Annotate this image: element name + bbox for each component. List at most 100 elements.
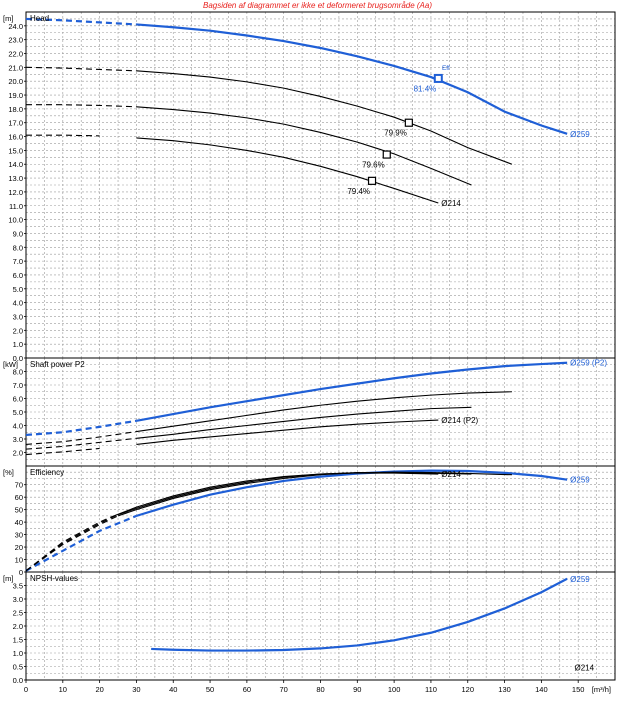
curve-dashed — [25, 17, 137, 26]
panel-title: Efficiency — [30, 468, 64, 477]
panel-title: Head — [30, 14, 49, 23]
y-tick-label: 15.0 — [8, 146, 23, 155]
y-tick-label: 1.0 — [13, 649, 23, 658]
y-tick-label: 14.0 — [8, 160, 23, 169]
curve-dashed — [25, 514, 137, 572]
y-tick-label: 0.0 — [13, 676, 23, 685]
series-label: Ø259 — [570, 476, 590, 485]
series-label: Ø214 — [441, 199, 461, 208]
curve-dashed — [25, 437, 137, 450]
panel-title: NPSH-values — [30, 574, 78, 583]
series-label: Ø259 — [570, 130, 590, 139]
y-tick-label: 9.0 — [13, 229, 23, 238]
curve-line — [110, 472, 439, 518]
x-tick-label: 30 — [132, 685, 140, 694]
y-tick-label: 2.0 — [13, 622, 23, 631]
x-axis-unit: [m³/h] — [592, 685, 611, 694]
x-tick-label: 10 — [59, 685, 67, 694]
y-tick-label: 40 — [15, 518, 23, 527]
curve-line — [136, 361, 568, 422]
curve-dashed — [26, 104, 137, 108]
grid-layer — [24, 11, 616, 683]
x-tick-label: 110 — [425, 685, 437, 694]
y-tick-label: 10.0 — [8, 216, 23, 225]
y-axis-unit: [kW] — [3, 360, 18, 369]
curve-line — [117, 471, 512, 517]
duty-point-marker — [433, 73, 443, 83]
y-axis-unit: [m] — [3, 574, 13, 583]
y-tick-label: 30 — [15, 531, 23, 540]
duty-point-label: 79.4% — [347, 187, 370, 196]
duty-point-marker — [367, 176, 377, 185]
y-tick-label: 3.0 — [13, 435, 23, 444]
y-tick-label: 7.0 — [13, 257, 23, 266]
y-tick-label: 22.0 — [8, 50, 23, 59]
x-tick-label: 80 — [316, 685, 324, 694]
x-tick-label: 50 — [206, 685, 214, 694]
curve-line — [136, 106, 472, 186]
y-tick-label: 10 — [15, 556, 23, 565]
curve-dashed — [25, 66, 137, 72]
x-tick-label: 130 — [498, 685, 511, 694]
y-tick-label: 8.0 — [13, 368, 23, 377]
y-tick-label: 0.0 — [13, 354, 23, 363]
y-tick-label: 24.0 — [8, 22, 23, 31]
x-tick-label: 70 — [280, 685, 288, 694]
duty-point-label: 79.9% — [384, 129, 407, 138]
curve-dashed — [25, 516, 111, 572]
y-tick-label: 7.0 — [13, 381, 23, 390]
y-tick-label: 0 — [19, 568, 23, 577]
warning-text: Bagsiden af diagrammet er ikke et deform… — [203, 1, 432, 10]
y-tick-label: 2.0 — [13, 449, 23, 458]
series-label: Ø259 (P2) — [570, 359, 607, 368]
y-tick-label: 13.0 — [8, 174, 23, 183]
curves-layer — [25, 17, 568, 652]
y-tick-label: 0.5 — [13, 663, 23, 672]
curve-dashed — [25, 447, 100, 456]
curve-line — [117, 472, 472, 516]
x-tick-label: 60 — [243, 685, 251, 694]
annotation-label: Eff — [442, 65, 450, 72]
y-tick-label: 1.5 — [13, 636, 23, 645]
y-tick-label: 2.0 — [13, 326, 23, 335]
y-tick-label: 3.0 — [13, 312, 23, 321]
y-tick-label: 18.0 — [8, 105, 23, 114]
x-tick-label: 0 — [24, 685, 28, 694]
x-tick-label: 140 — [535, 685, 548, 694]
curve-dashed — [25, 419, 137, 437]
y-tick-label: 12.0 — [8, 188, 23, 197]
y-tick-label: 4.0 — [13, 422, 23, 431]
duty-point-marker — [382, 150, 391, 159]
y-tick-label: 20.0 — [8, 77, 23, 86]
curve-dashed — [25, 515, 119, 572]
panel-title: Shaft power P2 — [30, 360, 85, 369]
y-tick-label: 2.5 — [13, 609, 23, 618]
y-tick-label: 17.0 — [8, 119, 23, 128]
duty-point-label: 79.6% — [362, 161, 385, 170]
y-tick-label: 16.0 — [8, 133, 23, 142]
y-tick-label: 3.5 — [13, 582, 23, 591]
y-axis-unit: [%] — [3, 468, 14, 477]
y-tick-label: 1.0 — [13, 340, 23, 349]
x-tick-label: 120 — [461, 685, 474, 694]
curve-dashed — [25, 431, 137, 445]
curve-line — [136, 419, 439, 445]
curve-line — [136, 70, 513, 165]
y-tick-label: 21.0 — [8, 63, 23, 72]
y-tick-label: 8.0 — [13, 243, 23, 252]
series-label: Ø214 (P2) — [441, 416, 478, 425]
y-tick-label: 5.0 — [13, 408, 23, 417]
x-tick-label: 150 — [572, 685, 585, 694]
y-axis-unit: [m] — [3, 14, 13, 23]
curve-line — [136, 23, 568, 135]
y-tick-label: 23.0 — [8, 36, 23, 45]
curve-line — [136, 137, 439, 204]
curve-line — [151, 577, 568, 652]
y-tick-label: 19.0 — [8, 91, 23, 100]
curve-line — [136, 391, 512, 433]
series-label: Ø214 — [441, 470, 461, 479]
curve-dashed — [26, 134, 100, 137]
x-tick-label: 20 — [95, 685, 103, 694]
y-tick-label: 70 — [15, 481, 23, 490]
